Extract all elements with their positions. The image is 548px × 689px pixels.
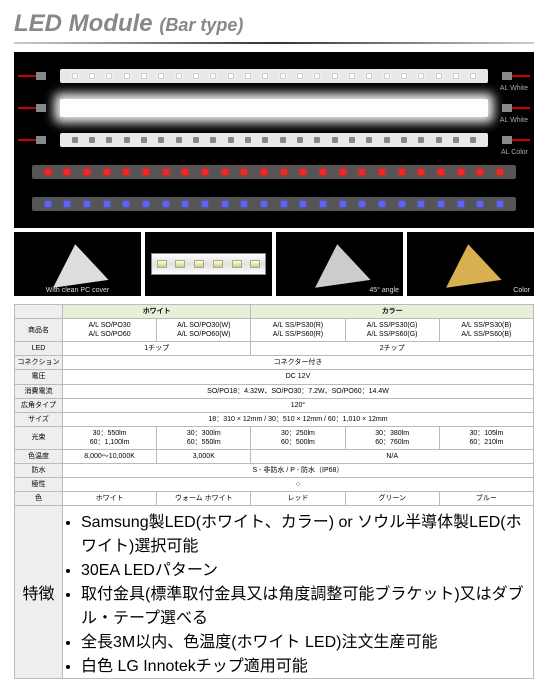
size-val: 18：310 × 12mm / 30：510 × 12mm / 60：1,010…	[63, 412, 534, 426]
lum-2: 30：250lm 60：500lm	[251, 426, 345, 449]
detail-label: 45° angle	[369, 287, 399, 294]
conn-val: コネクター付き	[63, 356, 534, 370]
prod-3: A/L SS/PS30(G) A/L SS/PS60(G)	[345, 319, 439, 342]
ct-na: N/A	[251, 450, 534, 464]
detail-photos: With clean PC cover 45° angle Color	[14, 232, 534, 296]
col-4: ブルー	[439, 492, 533, 506]
bar-label: AL White	[500, 85, 528, 92]
detail-angle: 45° angle	[276, 232, 403, 296]
row-pol: 極性	[15, 478, 63, 492]
bar-label: AL Color	[501, 149, 528, 156]
lum-1: 30：300lm 60：550lm	[157, 426, 251, 449]
prod-0: A/L SO/PO30 A/L SO/PO60	[63, 319, 157, 342]
feature-item: 全長3M以内、色温度(ホワイト LED)注文生産可能	[81, 628, 529, 652]
led-bar-red	[32, 165, 516, 179]
led-bar-blue	[32, 197, 516, 211]
led-bar-color-off	[60, 133, 488, 147]
lum-3: 30：380lm 60：760lm	[345, 426, 439, 449]
detail-label: With clean PC cover	[46, 287, 109, 294]
lum-0: 30：550lm 60：1,100lm	[63, 426, 157, 449]
detail-label: Color	[513, 287, 530, 294]
prod-4: A/L SS/PS30(B) A/L SS/PS60(B)	[439, 319, 533, 342]
row-color: 色	[15, 492, 63, 506]
prod-2: A/L SS/PS30(R) A/L SS/PS60(R)	[251, 319, 345, 342]
feature-item: Samsung製LED(ホワイト、カラー) or ソウル半導体製LED(ホワイト…	[81, 508, 529, 556]
wp-val: S - 非防水 / P - 防水（IP68）	[63, 464, 534, 478]
row-wp: 防水	[15, 464, 63, 478]
ct-0: 8,000～10,000K	[63, 450, 157, 464]
led-bar-glow	[60, 99, 488, 117]
led-bar-white-1	[60, 69, 488, 83]
detail-color: Color	[407, 232, 534, 296]
col-3: グリーン	[345, 492, 439, 506]
led-bars-section: AL White AL White AL Color	[14, 52, 534, 228]
prod-1: A/L SO/PO30(W) A/L SO/PO60(W)	[157, 319, 251, 342]
spec-table: ホワイト カラー 商品名 A/L SO/PO30 A/L SO/PO60 A/L…	[14, 304, 534, 506]
volt-val: DC 12V	[63, 370, 534, 384]
ct-1: 3,000K	[157, 450, 251, 464]
col-2: レッド	[251, 492, 345, 506]
group-white: ホワイト	[63, 305, 251, 319]
led-2chip: 2チップ	[251, 342, 534, 356]
angle-val: 120°	[63, 398, 534, 412]
detail-cover: With clean PC cover	[14, 232, 141, 296]
detail-strip	[145, 232, 272, 296]
row-features: 特徴	[15, 506, 63, 678]
row-angle: 広角タイプ	[15, 398, 63, 412]
row-volt: 電圧	[15, 370, 63, 384]
col-0: ホワイト	[63, 492, 157, 506]
row-colortemp: 色温度	[15, 450, 63, 464]
group-color: カラー	[251, 305, 534, 319]
feature-item: 取付金具(標準取付金具又は角度調整可能ブラケット)又はダブル・テープ選べる	[81, 580, 529, 628]
led-1chip: 1チップ	[63, 342, 251, 356]
bar-label: AL White	[500, 117, 528, 124]
feature-item: 白色 LG Innotekチップ適用可能	[81, 652, 529, 676]
features-list: Samsung製LED(ホワイト、カラー) or ソウル半導体製LED(ホワイト…	[63, 506, 533, 678]
power-val: SO/PO18：4.32W、SO/PO30：7.2W、SO/PO60：14.4W	[63, 384, 534, 398]
row-power: 消費電流	[15, 384, 63, 398]
col-1: ウォーム ホワイト	[157, 492, 251, 506]
pol-val: ○	[63, 478, 534, 492]
row-lumen: 光束	[15, 426, 63, 449]
title-sub: (Bar type)	[159, 15, 243, 35]
title-main: LED Module	[14, 10, 153, 37]
row-size: サイズ	[15, 412, 63, 426]
lum-4: 30：105lm 60：210lm	[439, 426, 533, 449]
row-name: 商品名	[15, 319, 63, 342]
row-led: LED	[15, 342, 63, 356]
page-title: LED Module (Bar type)	[14, 10, 534, 38]
feature-item: 30EA LEDパターン	[81, 556, 529, 580]
spec-table-wrap: ホワイト カラー 商品名 A/L SO/PO30 A/L SO/PO60 A/L…	[14, 304, 534, 679]
row-conn: コネクション	[15, 356, 63, 370]
title-divider	[14, 42, 534, 44]
